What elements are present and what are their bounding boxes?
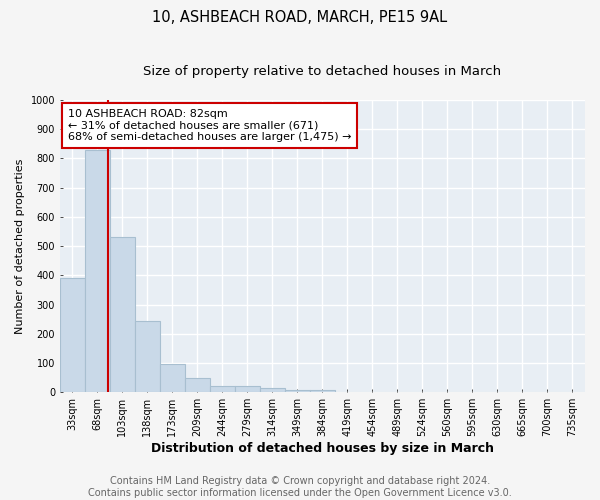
X-axis label: Distribution of detached houses by size in March: Distribution of detached houses by size …	[151, 442, 494, 455]
Title: Size of property relative to detached houses in March: Size of property relative to detached ho…	[143, 65, 502, 78]
Bar	[160, 364, 185, 392]
Bar	[285, 390, 310, 392]
Text: Contains HM Land Registry data © Crown copyright and database right 2024.
Contai: Contains HM Land Registry data © Crown c…	[88, 476, 512, 498]
Text: 10, ASHBEACH ROAD, MARCH, PE15 9AL: 10, ASHBEACH ROAD, MARCH, PE15 9AL	[152, 10, 448, 25]
Bar	[235, 386, 260, 392]
Text: 10 ASHBEACH ROAD: 82sqm
← 31% of detached houses are smaller (671)
68% of semi-d: 10 ASHBEACH ROAD: 82sqm ← 31% of detache…	[68, 109, 351, 142]
Bar	[110, 238, 135, 392]
Bar	[260, 388, 285, 392]
Bar	[135, 320, 160, 392]
Bar	[210, 386, 235, 392]
Bar	[85, 150, 110, 392]
Bar	[185, 378, 210, 392]
Y-axis label: Number of detached properties: Number of detached properties	[15, 158, 25, 334]
Bar	[310, 390, 335, 392]
Bar	[60, 278, 85, 392]
